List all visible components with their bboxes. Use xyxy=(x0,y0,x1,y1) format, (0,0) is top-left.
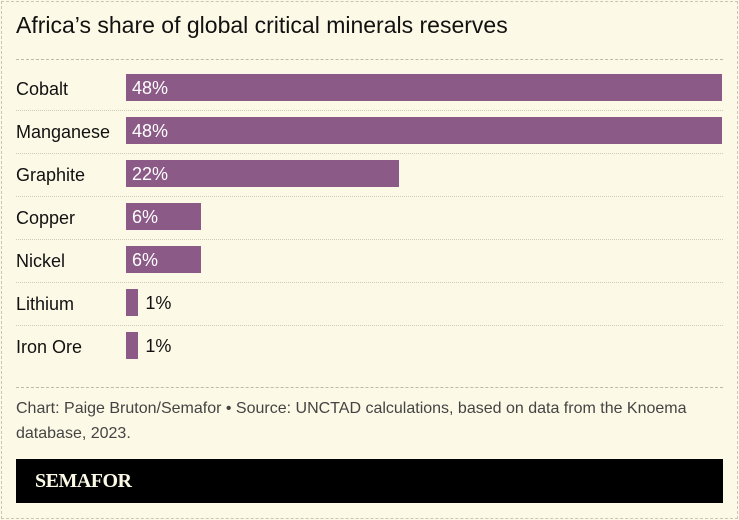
data-label: 48% xyxy=(132,121,169,141)
row-separator xyxy=(16,239,723,240)
bar xyxy=(126,289,139,316)
data-label: 1% xyxy=(145,293,172,313)
row-separator xyxy=(16,196,723,197)
row-separator xyxy=(16,110,723,111)
category-label: Iron Ore xyxy=(16,337,83,357)
row-separator xyxy=(16,153,723,154)
brand-bar: SEMAFOR xyxy=(16,459,723,503)
row-separator xyxy=(16,325,723,326)
divider-bottom xyxy=(16,387,723,388)
data-label: 6% xyxy=(132,250,159,270)
category-label: Cobalt xyxy=(16,79,69,99)
bar-row: Cobalt 48% xyxy=(16,68,723,111)
chart-title: Africa’s share of global critical minera… xyxy=(16,12,508,38)
bar-row: Graphite 22% xyxy=(16,154,723,197)
bar xyxy=(126,160,400,187)
divider-top xyxy=(16,59,723,60)
category-label: Copper xyxy=(16,208,76,228)
data-label: 6% xyxy=(132,207,159,227)
bar xyxy=(126,203,201,230)
bar-row: Iron Ore 1% xyxy=(16,326,723,369)
category-label: Lithium xyxy=(16,294,75,314)
bar-row: Copper 6% xyxy=(16,197,723,240)
bar-row: Manganese 48% xyxy=(16,111,723,154)
data-label: 1% xyxy=(145,336,172,356)
data-label: 48% xyxy=(132,78,169,98)
bar xyxy=(126,117,722,144)
row-separator xyxy=(16,282,723,283)
bar-row: Lithium 1% xyxy=(16,283,723,326)
category-label: Manganese xyxy=(16,122,111,142)
semafor-logo: SEMAFOR xyxy=(35,470,132,492)
bar xyxy=(126,332,139,359)
bar xyxy=(126,74,722,101)
category-label: Nickel xyxy=(16,251,66,271)
category-label: Graphite xyxy=(16,165,86,185)
source-credit: Chart: Paige Bruton/Semafor • Source: UN… xyxy=(16,400,687,442)
data-label: 22% xyxy=(132,164,169,184)
bar-row: Nickel 6% xyxy=(16,240,723,283)
bar xyxy=(126,246,201,273)
